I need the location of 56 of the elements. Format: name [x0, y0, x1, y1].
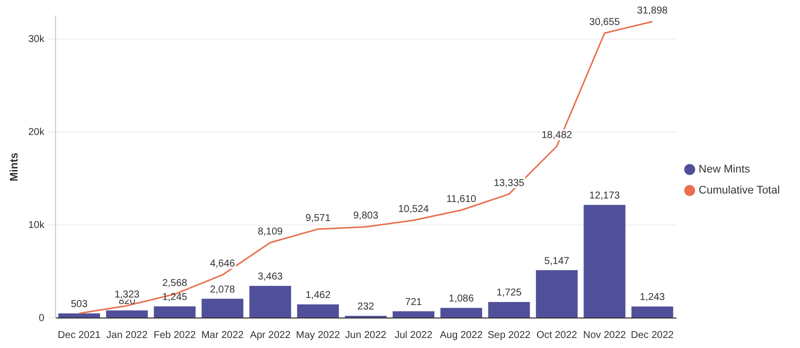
data-label: 8,109	[258, 226, 284, 238]
bar	[58, 313, 100, 318]
bar	[202, 298, 244, 318]
x-tick-label: Jun 2022	[345, 330, 387, 341]
legend-label: Cumulative Total	[698, 184, 780, 197]
data-label: 9,571	[305, 212, 331, 224]
data-label: 12,173	[589, 190, 620, 202]
bar	[488, 302, 530, 318]
x-tick-label: Feb 2022	[154, 330, 196, 341]
bar	[440, 308, 482, 318]
data-label: 5,147	[544, 256, 570, 267]
data-label: 13,335	[494, 178, 525, 189]
x-tick-label: Dec 2021	[58, 330, 102, 341]
bar	[584, 204, 626, 318]
data-label: 9,803	[353, 210, 379, 222]
y-axis-title: Mints	[8, 152, 21, 182]
bar	[392, 311, 434, 318]
data-label: 1,323	[114, 289, 140, 300]
data-label: 1,245	[162, 292, 188, 304]
bar	[631, 306, 674, 318]
bar	[297, 304, 339, 318]
data-label: 1,086	[448, 294, 474, 305]
bar	[106, 310, 148, 318]
legend-label: New Mints	[698, 164, 751, 176]
data-label: 4,646	[210, 258, 236, 270]
data-label: 3,463	[258, 272, 284, 283]
bar	[249, 286, 292, 318]
data-label: 2,568	[162, 278, 188, 289]
x-tick-label: May 2022	[296, 330, 340, 341]
data-label: 503	[70, 299, 88, 310]
data-label: 232	[357, 302, 375, 313]
y-tick-label: 30k	[28, 34, 46, 45]
data-label: 31,898	[637, 5, 668, 16]
y-tick-label: 20k	[28, 126, 46, 138]
x-tick-label: Jul 2022	[394, 330, 433, 341]
bar	[536, 270, 578, 318]
data-label: 10,524	[398, 204, 430, 215]
x-tick-label: Dec 2022	[630, 330, 674, 341]
data-label: 1,462	[305, 290, 331, 302]
data-label: 30,655	[589, 16, 620, 28]
x-tick-label: Apr 2022	[250, 330, 291, 341]
data-label: 1,243	[640, 292, 666, 304]
data-label: 11,610	[446, 194, 477, 205]
y-tick-label: 10k	[28, 220, 46, 231]
bar	[154, 306, 196, 318]
data-label: 2,078	[210, 284, 236, 296]
data-label: 721	[405, 297, 422, 308]
x-tick-label: Sep 2022	[488, 330, 531, 341]
x-tick-label: Jan 2022	[106, 330, 148, 341]
x-tick-label: Aug 2022	[440, 330, 484, 341]
x-tick-label: Mar 2022	[201, 330, 244, 341]
y-tick-label: 0	[38, 312, 45, 324]
x-tick-label: Nov 2022	[583, 330, 626, 341]
x-tick-label: Oct 2022	[536, 330, 578, 341]
data-label: 18,482	[541, 130, 573, 142]
data-label: 1,725	[496, 288, 522, 299]
